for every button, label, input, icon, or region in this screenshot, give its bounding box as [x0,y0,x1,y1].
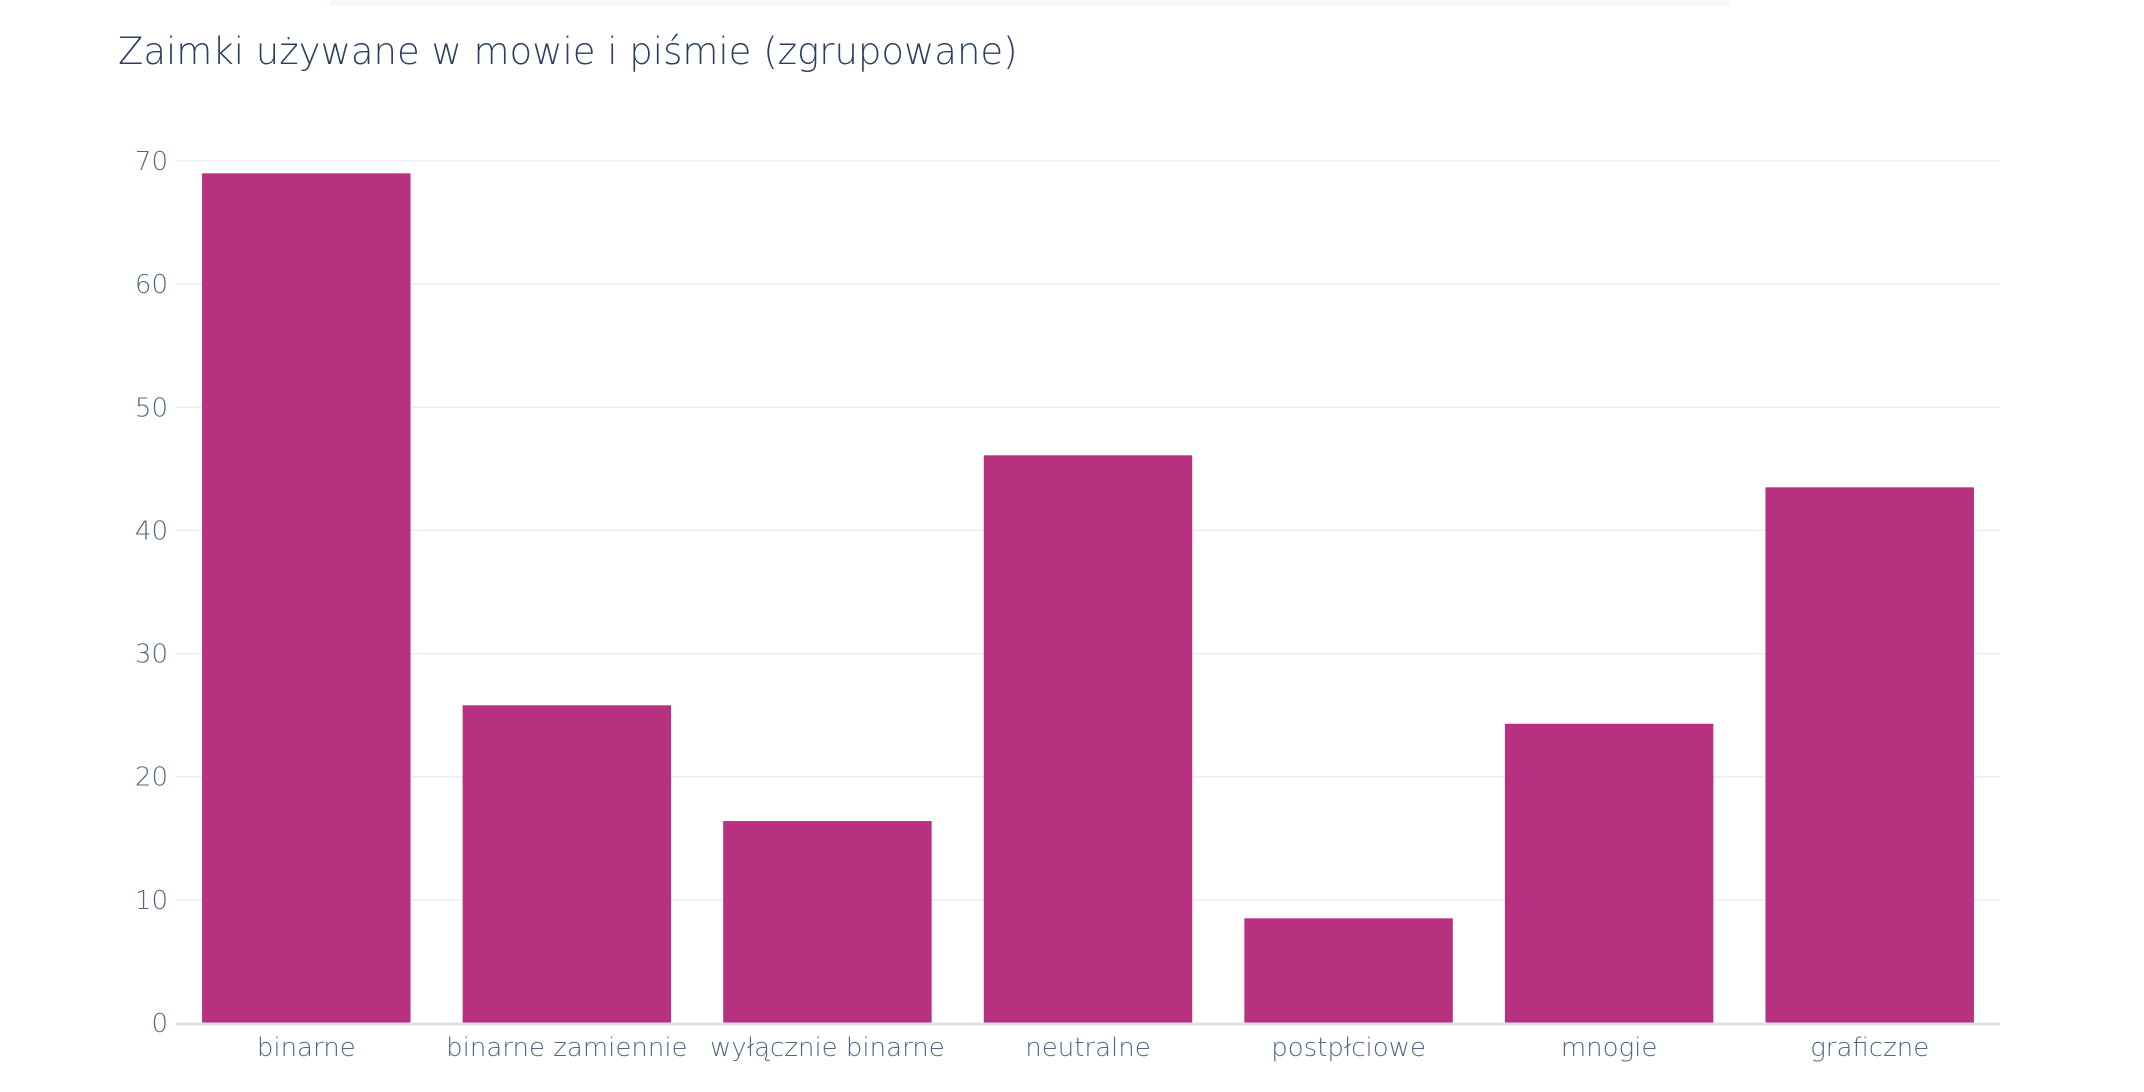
y-tick-label: 50 [135,393,168,423]
x-tick-label: graficzne [1810,1033,1929,1063]
x-tick-label: neutralne [1025,1033,1150,1063]
y-tick-label: 40 [135,516,168,546]
bar-graficzne [1765,487,1974,1023]
y-tick-label: 60 [135,270,168,300]
x-tick-label: mnogie [1561,1033,1658,1063]
bar-binarne [202,173,411,1024]
axes: 0 10 20 30 40 50 60 70 binarne binarne zamiennie w… [135,147,2000,1063]
chart-title: Zaimki używane w mowie i piśmie (zgrupow… [118,30,1018,73]
x-tick-label: postpłciowe [1271,1033,1426,1063]
bar-neutralne [983,455,1193,1024]
y-tick-label: 20 [135,763,168,793]
y-tick-label: 0 [151,1009,168,1039]
x-tick-label: binarne zamiennie [446,1033,687,1063]
x-tick-label: binarne [257,1033,356,1063]
bar-wyłącznie-binarne [723,821,932,1023]
bars [202,173,1974,1024]
top-strip [330,0,1730,6]
bar-binarne-zamiennie [462,705,672,1023]
y-tick-label: 10 [135,886,168,916]
x-tick-label: wyłącznie binarne [710,1033,945,1063]
y-tick-label: 70 [135,147,168,177]
bar-mnogie [1504,723,1714,1023]
y-tick-label: 30 [135,640,168,670]
bar-postpłciowe [1244,918,1453,1023]
